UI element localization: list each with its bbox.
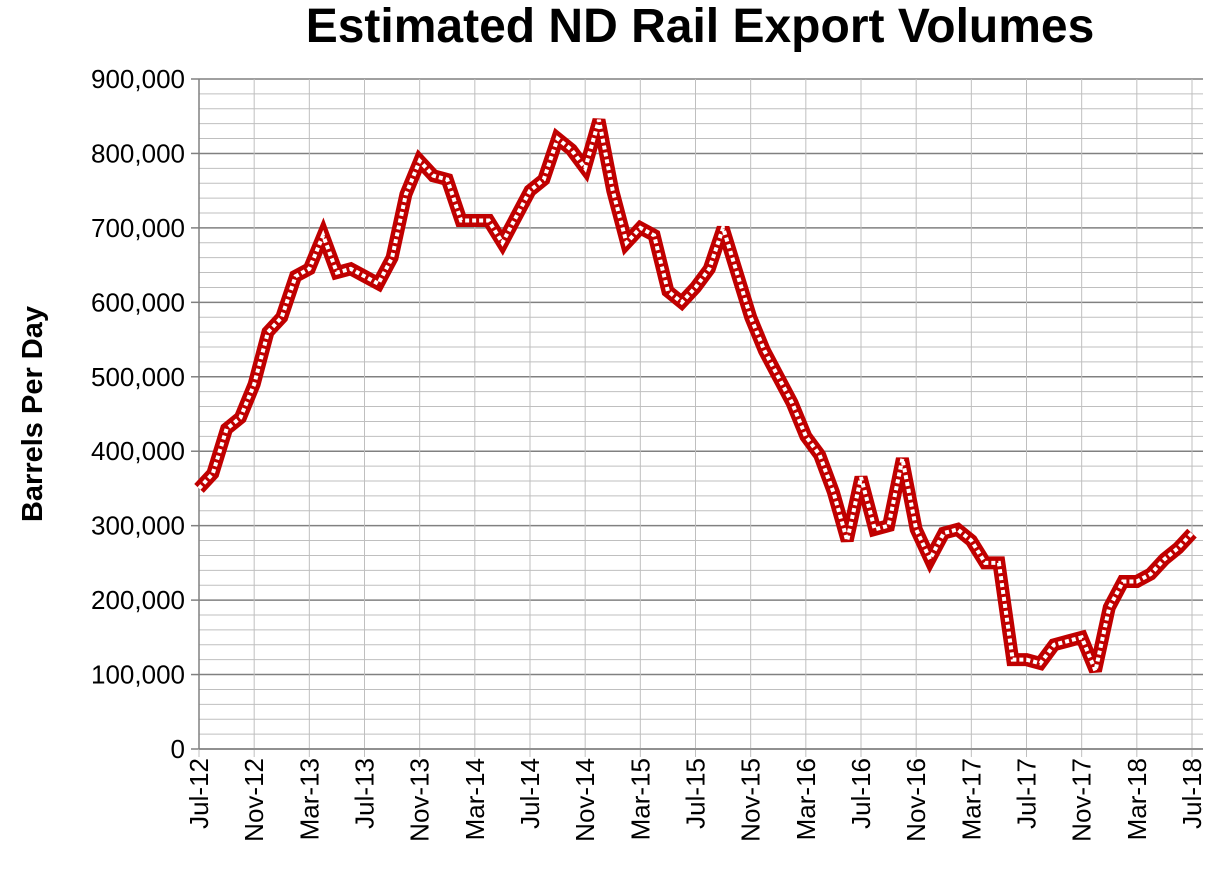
y-tick-label: 300,000 xyxy=(91,511,185,541)
y-tick-label: 900,000 xyxy=(91,64,185,94)
y-tick-label: 200,000 xyxy=(91,585,185,615)
x-tick-label: Mar-13 xyxy=(294,758,324,840)
x-tick-label: Jul-14 xyxy=(515,758,545,829)
y-tick-label: 100,000 xyxy=(91,660,185,690)
x-tick-label: Jul-12 xyxy=(184,758,214,829)
x-tick-label: Jul-18 xyxy=(1177,758,1207,829)
x-tick-label: Nov-12 xyxy=(239,758,269,842)
chart-title: Estimated ND Rail Export Volumes xyxy=(306,0,1095,53)
y-axis-label: Barrels Per Day xyxy=(17,306,49,522)
x-tick-label: Nov-13 xyxy=(405,758,435,842)
y-tick-label: 600,000 xyxy=(91,287,185,317)
x-tick-label: Jul-13 xyxy=(350,758,380,829)
x-tick-label: Jul-16 xyxy=(846,758,876,829)
y-tick-label: 800,000 xyxy=(91,138,185,168)
x-tick-label: Nov-14 xyxy=(570,758,600,842)
y-tick-label: 700,000 xyxy=(91,213,185,243)
x-tick-label: Mar-16 xyxy=(791,758,821,840)
y-tick-label: 500,000 xyxy=(91,362,185,392)
x-tick-label: Mar-17 xyxy=(956,758,986,840)
x-tick-label: Mar-15 xyxy=(625,758,655,840)
x-tick-label: Mar-14 xyxy=(460,758,490,840)
x-tick-label: Nov-16 xyxy=(901,758,931,842)
y-tick-label: 400,000 xyxy=(91,436,185,466)
x-tick-label: Jul-15 xyxy=(681,758,711,829)
y-tick-label: 0 xyxy=(171,734,185,764)
x-tick-label: Jul-17 xyxy=(1012,758,1042,829)
x-tick-label: Nov-17 xyxy=(1067,758,1097,842)
x-tick-label: Nov-15 xyxy=(736,758,766,842)
data-line-inner xyxy=(197,119,1194,678)
x-tick-label: Mar-18 xyxy=(1122,758,1152,840)
